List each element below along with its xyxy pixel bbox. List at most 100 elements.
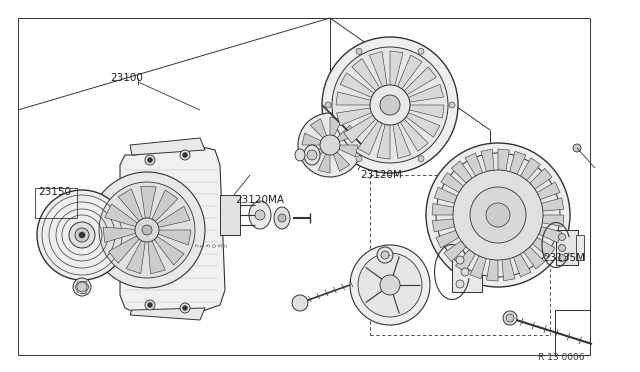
Text: 23100: 23100 — [110, 73, 143, 83]
Circle shape — [380, 95, 400, 115]
Bar — [220, 195, 240, 235]
Circle shape — [418, 48, 424, 54]
Polygon shape — [302, 133, 321, 145]
Circle shape — [320, 135, 340, 155]
Polygon shape — [336, 92, 371, 105]
Circle shape — [37, 190, 127, 280]
Circle shape — [559, 254, 566, 262]
Circle shape — [147, 302, 152, 308]
Circle shape — [89, 172, 205, 288]
Circle shape — [142, 225, 152, 235]
Circle shape — [135, 218, 159, 242]
Circle shape — [456, 280, 464, 288]
Circle shape — [381, 251, 389, 259]
Bar — [576, 235, 584, 260]
Circle shape — [418, 156, 424, 162]
Polygon shape — [432, 219, 454, 232]
Circle shape — [147, 157, 152, 163]
Polygon shape — [435, 187, 457, 203]
Polygon shape — [352, 59, 380, 91]
Ellipse shape — [295, 149, 305, 161]
Polygon shape — [524, 247, 545, 269]
Circle shape — [332, 47, 448, 163]
Polygon shape — [141, 186, 156, 218]
Circle shape — [182, 305, 188, 311]
Polygon shape — [154, 237, 184, 265]
Circle shape — [180, 303, 190, 313]
Circle shape — [436, 153, 560, 277]
Ellipse shape — [304, 145, 320, 165]
Polygon shape — [118, 189, 143, 221]
Circle shape — [69, 222, 95, 248]
Polygon shape — [541, 198, 564, 211]
Polygon shape — [408, 84, 444, 102]
Circle shape — [180, 150, 190, 160]
Circle shape — [73, 278, 91, 296]
Circle shape — [358, 253, 422, 317]
Polygon shape — [406, 113, 440, 137]
Polygon shape — [444, 241, 466, 262]
Circle shape — [77, 282, 87, 292]
Polygon shape — [400, 119, 428, 151]
Polygon shape — [451, 161, 472, 183]
Bar — [556, 230, 578, 265]
Circle shape — [426, 143, 570, 287]
Circle shape — [278, 214, 286, 222]
Circle shape — [461, 268, 469, 276]
Circle shape — [470, 187, 526, 243]
Circle shape — [298, 113, 362, 177]
Circle shape — [255, 210, 265, 220]
Circle shape — [449, 102, 455, 108]
Polygon shape — [513, 254, 531, 277]
Polygon shape — [465, 153, 483, 176]
Polygon shape — [337, 108, 372, 126]
Circle shape — [453, 170, 543, 260]
Polygon shape — [436, 230, 459, 248]
Polygon shape — [103, 227, 136, 243]
Polygon shape — [330, 117, 342, 136]
Polygon shape — [377, 124, 390, 159]
Polygon shape — [105, 204, 138, 227]
Circle shape — [573, 144, 581, 152]
Polygon shape — [130, 308, 205, 320]
Circle shape — [292, 295, 308, 311]
Text: 23120MA: 23120MA — [235, 195, 284, 205]
Polygon shape — [456, 250, 476, 272]
Polygon shape — [318, 154, 330, 173]
Bar — [452, 252, 482, 292]
Circle shape — [559, 234, 566, 241]
Circle shape — [307, 150, 317, 160]
Text: R 13 0006: R 13 0006 — [538, 353, 585, 362]
Circle shape — [79, 232, 85, 238]
Circle shape — [99, 182, 195, 278]
Circle shape — [377, 247, 393, 263]
Text: 7
1
3
0
3
5: 7 1 3 0 3 5 — [195, 243, 229, 247]
Polygon shape — [404, 67, 436, 95]
Circle shape — [356, 156, 362, 162]
Circle shape — [503, 311, 517, 325]
Circle shape — [486, 203, 510, 227]
Circle shape — [145, 300, 155, 310]
Polygon shape — [481, 149, 494, 171]
Polygon shape — [358, 121, 382, 155]
Polygon shape — [397, 55, 422, 89]
Polygon shape — [120, 145, 225, 315]
Polygon shape — [337, 125, 356, 142]
Polygon shape — [333, 152, 350, 171]
Polygon shape — [344, 115, 376, 143]
Polygon shape — [530, 169, 552, 189]
Ellipse shape — [249, 201, 271, 229]
Circle shape — [182, 153, 188, 157]
Polygon shape — [502, 259, 515, 281]
Polygon shape — [532, 237, 555, 257]
Polygon shape — [537, 182, 560, 200]
Circle shape — [325, 102, 331, 108]
Polygon shape — [339, 145, 358, 157]
Circle shape — [456, 256, 464, 264]
Polygon shape — [509, 151, 526, 174]
Polygon shape — [390, 51, 403, 86]
Polygon shape — [520, 158, 540, 180]
Polygon shape — [340, 73, 374, 97]
Polygon shape — [157, 206, 190, 227]
Polygon shape — [158, 230, 191, 245]
